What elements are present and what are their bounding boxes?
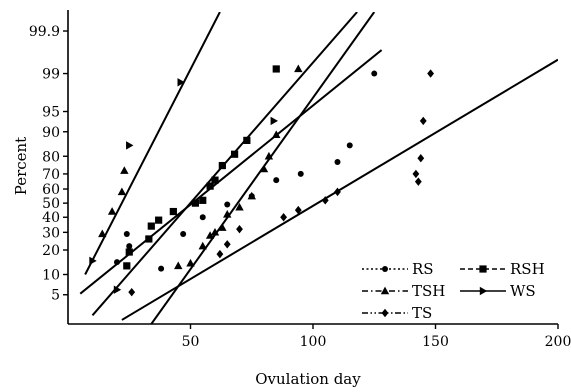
point-ts <box>321 196 329 205</box>
point-tsh <box>272 130 281 139</box>
point-ts <box>334 187 341 197</box>
point-tsh <box>259 164 269 173</box>
point-ws <box>113 285 122 294</box>
point-ws <box>89 256 97 266</box>
point-ts <box>128 287 136 297</box>
point-rs <box>114 259 120 266</box>
y-tick-label: 50 <box>42 196 60 212</box>
point-tsh <box>120 166 129 174</box>
legend-marker-rs <box>382 266 388 272</box>
x-tick-label: 150 <box>422 334 449 350</box>
point-ws <box>270 116 278 126</box>
point-tsh <box>223 209 232 218</box>
point-rs <box>126 243 133 250</box>
point-tsh <box>218 223 227 231</box>
point-tsh <box>107 207 117 215</box>
point-rs <box>273 177 280 184</box>
point-ts <box>414 177 422 186</box>
point-rsh <box>125 248 133 256</box>
y-tick-label: 5 <box>51 288 60 304</box>
x-tick-label: 200 <box>545 334 571 350</box>
point-ts <box>236 224 243 234</box>
point-tsh <box>198 241 207 250</box>
point-rsh <box>191 199 199 207</box>
point-rsh <box>145 235 153 243</box>
axes <box>67 10 558 325</box>
point-rs <box>123 230 130 237</box>
point-rs <box>334 158 341 165</box>
legend-marker-tsh <box>380 286 390 295</box>
x-tick-label: 100 <box>300 334 327 350</box>
point-tsh <box>235 202 244 211</box>
fit-lines <box>79 12 558 324</box>
point-rs <box>371 70 378 77</box>
fit-line-ws <box>84 12 221 275</box>
point-ts <box>280 213 287 222</box>
y-tick-label: 99 <box>42 67 60 83</box>
point-rsh <box>206 182 214 190</box>
point-rs <box>224 201 231 208</box>
point-tsh <box>210 227 220 236</box>
y-tick-label: 60 <box>42 182 60 198</box>
point-ts <box>223 240 231 249</box>
point-rs <box>199 214 206 221</box>
legend: RS RSH TSH WS TS <box>362 260 545 322</box>
y-tick-label: 20 <box>42 243 60 259</box>
point-tsh <box>174 261 183 270</box>
x-axis-title: Ovulation day <box>255 370 361 388</box>
point-rsh <box>231 150 239 158</box>
point-tsh <box>294 64 303 73</box>
legend-marker-ws <box>479 286 488 296</box>
point-rs <box>158 265 165 272</box>
point-ts <box>294 205 302 215</box>
legend-marker-rsh <box>479 265 487 273</box>
point-rs <box>297 170 304 177</box>
data-points <box>89 64 434 297</box>
point-tsh <box>247 191 256 200</box>
point-ts <box>412 169 420 179</box>
x-tick-label: 50 <box>182 334 200 350</box>
y-tick-label: 99.9 <box>29 24 60 40</box>
point-rsh <box>272 65 280 73</box>
point-tsh <box>186 258 195 267</box>
y-tick-label: 95 <box>42 105 60 121</box>
point-tsh <box>264 151 274 160</box>
legend-label-ws: WS <box>510 282 536 300</box>
point-ws <box>126 141 134 150</box>
point-rsh <box>147 222 155 230</box>
y-tick-label: 40 <box>42 210 60 226</box>
point-rsh <box>218 161 226 170</box>
point-tsh <box>98 229 107 238</box>
legend-marker-ts <box>381 308 389 318</box>
y-tick-label: 80 <box>42 149 60 165</box>
point-rsh <box>211 176 219 184</box>
y-tick-label: 90 <box>42 125 60 141</box>
fit-line-ts <box>121 58 558 321</box>
legend-label-rs: RS <box>412 260 434 278</box>
point-rsh <box>123 262 131 270</box>
y-axis-title: Percent <box>12 137 30 195</box>
point-ts <box>417 154 425 163</box>
point-ts <box>216 249 224 259</box>
legend-label-tsh: TSH <box>412 282 445 300</box>
legend-label-rsh: RSH <box>510 260 545 278</box>
point-ts <box>419 116 427 126</box>
point-ws <box>177 78 185 87</box>
point-rsh <box>243 136 251 144</box>
point-rsh <box>155 216 163 224</box>
point-rs <box>180 230 187 237</box>
y-tick-label: 70 <box>42 167 60 183</box>
legend-label-ts: TS <box>412 304 432 322</box>
y-tick-label: 30 <box>42 225 60 241</box>
point-rsh <box>199 196 207 204</box>
point-tsh <box>205 231 215 239</box>
point-rs <box>346 142 353 149</box>
point-ts <box>427 69 434 78</box>
y-tick-label: 10 <box>42 268 60 284</box>
point-rsh <box>169 207 177 216</box>
point-tsh <box>117 187 127 196</box>
